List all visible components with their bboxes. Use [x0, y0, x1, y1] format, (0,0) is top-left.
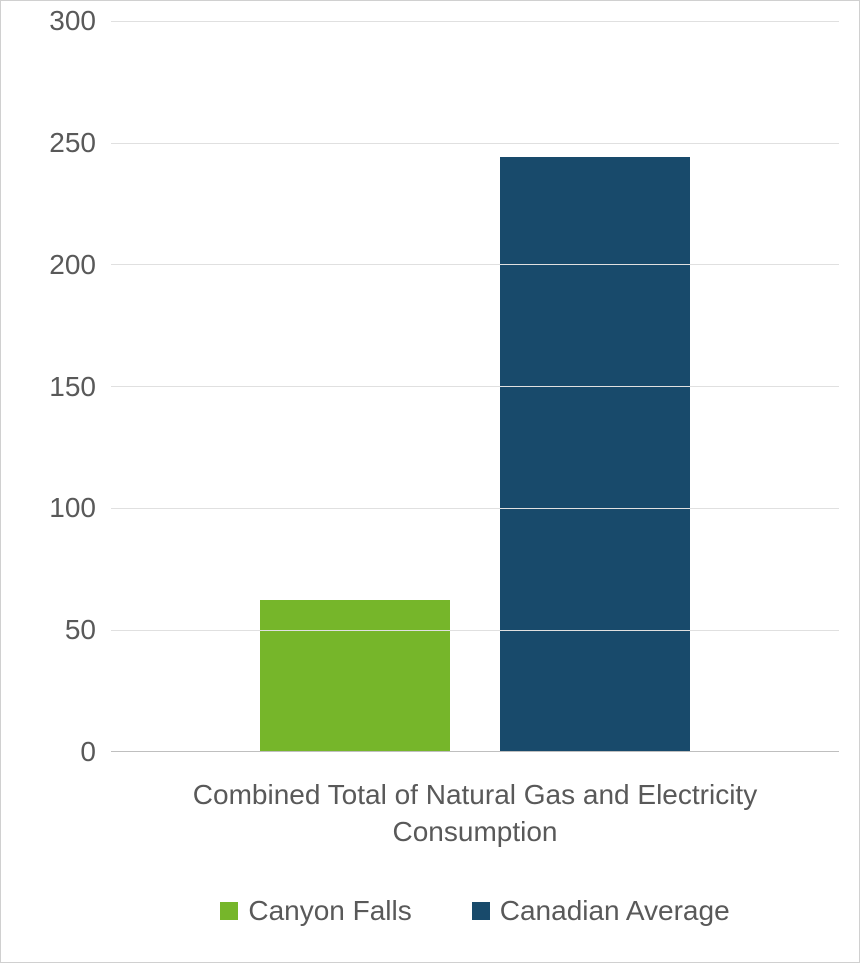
legend-label: Canyon Falls	[248, 895, 411, 927]
legend-swatch	[220, 902, 238, 920]
gridline	[111, 143, 839, 144]
gridline	[111, 386, 839, 387]
bar-canadian-average	[500, 157, 690, 751]
y-tick: 0	[21, 736, 111, 768]
gridline	[111, 630, 839, 631]
y-tick: 300	[21, 5, 111, 37]
x-axis-label-area: Combined Total of Natural Gas and Electr…	[111, 752, 839, 860]
y-tick: 200	[21, 249, 111, 281]
gridline	[111, 508, 839, 509]
grid-area	[111, 21, 839, 752]
plot-area: 050100150200250300	[21, 21, 839, 752]
y-tick: 100	[21, 492, 111, 524]
legend: Canyon Falls Canadian Average	[111, 860, 839, 942]
bar-canyon-falls	[260, 600, 450, 751]
legend-item: Canadian Average	[472, 895, 730, 927]
y-axis: 050100150200250300	[21, 21, 111, 752]
y-tick: 50	[21, 614, 111, 646]
x-axis-label: Combined Total of Natural Gas and Electr…	[151, 777, 799, 850]
gridline	[111, 21, 839, 22]
gridline	[111, 264, 839, 265]
chart-container: 0 50 100 150 200 250 300 Combined Total of Nat…	[0, 0, 860, 963]
y-tick: 150	[21, 371, 111, 403]
legend-swatch	[472, 902, 490, 920]
legend-label: Canadian Average	[500, 895, 730, 927]
y-tick: 250	[21, 127, 111, 159]
legend-item: Canyon Falls	[220, 895, 411, 927]
